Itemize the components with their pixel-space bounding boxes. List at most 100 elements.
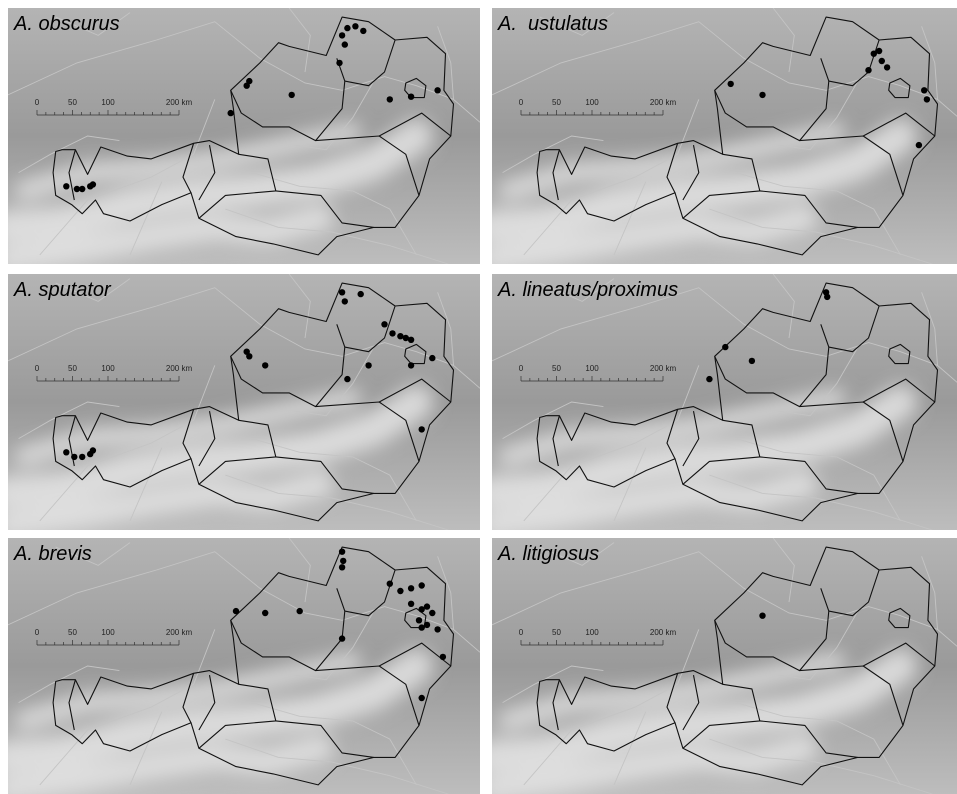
river-network (492, 274, 957, 530)
occurrence-point (423, 603, 431, 610)
occurrence-point (402, 334, 409, 342)
state-boundary (275, 456, 374, 494)
occurrence-points (232, 548, 447, 702)
occurrence-point (418, 694, 425, 702)
occurrence-point (418, 582, 425, 589)
state-boundary (552, 415, 560, 467)
state-boundary (198, 144, 216, 201)
state-boundary (315, 401, 420, 462)
state-boundary (799, 665, 904, 726)
state-boundary (182, 143, 195, 193)
occurrence-point (878, 57, 885, 65)
scale-label: 100 (101, 98, 115, 107)
country-outline (52, 282, 455, 522)
occurrence-point (296, 607, 303, 615)
river-network (492, 8, 957, 264)
occurrence-points (706, 289, 831, 383)
scale-label: 50 (552, 628, 561, 637)
map-panel-1: 0 50 100 200 km A. obscurus (8, 8, 480, 264)
scale-label: 100 (101, 628, 115, 637)
occurrence-point (386, 96, 393, 103)
scale-label: 0 (35, 628, 40, 637)
occurrence-point (429, 354, 436, 362)
relief-map: 0 50 100 200 km (492, 8, 957, 264)
occurrence-point (439, 653, 447, 661)
vienna-boundary (404, 77, 427, 99)
alpine-relief (8, 385, 434, 530)
country-outline (52, 16, 455, 256)
scale-bar: 0 50 100 200 km (35, 628, 192, 646)
occurrence-point (407, 362, 415, 369)
river-network (8, 8, 480, 264)
occurrence-point (352, 23, 359, 30)
scale-label: 0 (519, 364, 524, 373)
map-panel-6: 0 50 100 200 km A. litigiosus (492, 538, 957, 794)
scale-label: 0 (519, 628, 524, 637)
state-boundary (714, 588, 830, 672)
alpine-relief (492, 649, 918, 794)
occurrence-point (434, 87, 441, 94)
state-boundary (666, 673, 679, 723)
occurrence-point (360, 27, 367, 35)
alpine-relief (8, 649, 434, 794)
state-boundary (230, 58, 346, 142)
occurrence-point (748, 357, 756, 365)
state-boundary (68, 679, 76, 731)
vienna-boundary (888, 607, 911, 629)
occurrence-point (338, 548, 346, 555)
occurrence-point (341, 41, 348, 48)
scale-label: 100 (585, 364, 599, 373)
scale-label: 50 (68, 628, 77, 637)
state-boundary (682, 410, 700, 467)
state-boundary (344, 39, 396, 87)
scale-label: 100 (585, 628, 599, 637)
river-network (492, 538, 957, 794)
scale-label: 0 (519, 98, 524, 107)
state-boundary (759, 720, 858, 758)
occurrence-point (336, 59, 343, 67)
state-boundary (378, 378, 452, 403)
country-outline (536, 546, 939, 786)
map-panel-2: 0 50 100 200 km A. ustulatus (492, 8, 957, 264)
occurrence-point (262, 362, 269, 369)
occurrence-point (381, 321, 388, 328)
occurrence-point (759, 612, 766, 619)
occurrence-point (706, 375, 713, 383)
occurrence-point (727, 80, 734, 88)
state-boundary (182, 409, 195, 459)
map-panel-4: 0 50 100 200 km A. lineatus/proximus (492, 274, 957, 530)
occurrence-point (407, 93, 415, 100)
occurrence-point (71, 453, 78, 461)
occurrence-point (338, 635, 346, 642)
map-panel-5: 0 50 100 200 km A. brevis (8, 538, 480, 794)
state-boundary (198, 410, 216, 467)
occurrence-point (338, 564, 346, 571)
occurrence-point (883, 64, 891, 71)
occurrence-point (397, 333, 404, 340)
occurrence-point (407, 585, 415, 592)
state-boundary (682, 144, 700, 201)
state-boundary (862, 112, 936, 137)
occurrence-points (63, 23, 441, 193)
occurrence-point (63, 449, 70, 456)
relief-map: 0 50 100 200 km (492, 538, 957, 794)
state-boundaries (52, 546, 455, 786)
occurrence-point (429, 609, 436, 617)
occurrence-point (246, 77, 253, 85)
species-title: A. lineatus/proximus (498, 279, 679, 301)
state-boundary (552, 679, 560, 731)
occurrence-point (423, 621, 431, 629)
occurrence-points (63, 289, 436, 461)
state-boundary (315, 135, 420, 196)
relief-map: 0 50 100 200 km (8, 274, 480, 530)
state-boundary (799, 401, 904, 462)
state-boundary (182, 673, 195, 723)
occurrence-point (338, 32, 346, 39)
scale-label: 200 km (650, 628, 677, 637)
occurrence-point (407, 336, 415, 343)
species-title: A. brevis (14, 543, 92, 565)
state-boundaries (52, 282, 455, 522)
state-boundary (68, 149, 76, 201)
occurrence-point (915, 141, 923, 149)
river-network (8, 538, 480, 794)
